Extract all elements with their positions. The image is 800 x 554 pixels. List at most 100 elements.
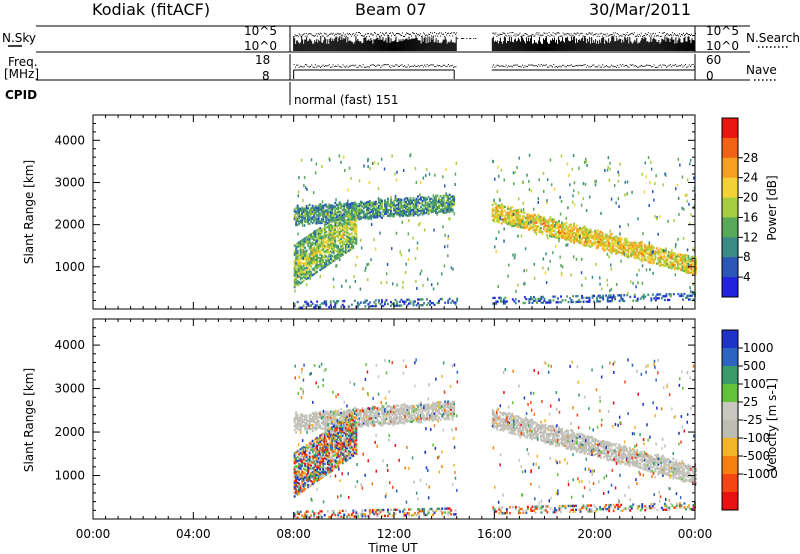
heatmap-cell <box>340 423 343 427</box>
heatmap-cell <box>433 198 436 201</box>
heatmap-cell <box>394 210 397 213</box>
heatmap-cell <box>367 416 370 420</box>
heatmap-cell <box>311 445 314 448</box>
heatmap-cell <box>548 299 550 302</box>
heatmap-cell <box>323 456 326 460</box>
heatmap-cell <box>448 197 451 200</box>
heatmap-cell <box>369 167 371 171</box>
heatmap-cell <box>293 466 296 469</box>
heatmap-cell <box>295 457 298 460</box>
heatmap-cell <box>299 266 302 270</box>
heatmap-cell <box>388 411 391 414</box>
heatmap-cell <box>320 237 323 240</box>
heatmap-cell <box>298 245 301 248</box>
heatmap-cell <box>617 179 620 183</box>
heatmap-cell <box>390 200 392 203</box>
heatmap-cell <box>406 410 409 413</box>
heatmap-cell <box>409 204 412 207</box>
heatmap-cell <box>580 271 583 275</box>
heatmap-cell <box>445 415 448 418</box>
heatmap-cell <box>334 226 337 229</box>
heatmap-cell <box>370 205 373 208</box>
heatmap-cell <box>556 230 559 234</box>
heatmap-cell <box>301 239 304 242</box>
heatmap-cell <box>334 223 337 227</box>
heatmap-cell <box>412 197 415 200</box>
heatmap-cell <box>635 299 638 302</box>
heatmap-cell <box>645 175 647 179</box>
heatmap-cell <box>636 299 639 302</box>
heatmap-cell <box>322 228 325 232</box>
heatmap-cell <box>347 426 350 429</box>
heatmap-cell <box>371 423 374 426</box>
heatmap-cell <box>343 155 345 159</box>
heatmap-cell <box>302 461 305 465</box>
heatmap-cell <box>329 458 332 461</box>
heatmap-cell <box>326 258 329 261</box>
heatmap-cell <box>371 411 374 414</box>
heatmap-cell <box>343 227 346 231</box>
heatmap-cell <box>664 172 666 176</box>
heatmap-cell <box>650 167 653 171</box>
heatmap-cell <box>423 208 425 211</box>
heatmap-cell <box>509 219 512 223</box>
heatmap-cell <box>340 235 343 238</box>
heatmap-cell <box>371 213 374 216</box>
heatmap-cell <box>639 251 642 254</box>
heatmap-cell <box>450 402 453 405</box>
heatmap-cell <box>496 218 499 221</box>
heatmap-cell <box>384 408 386 411</box>
colorbar-tick-label: 4 <box>743 270 751 284</box>
heatmap-cell <box>319 463 322 467</box>
heatmap-cell <box>406 414 409 417</box>
heatmap-cell <box>582 234 584 237</box>
heatmap-cell <box>405 412 407 415</box>
heatmap-cell <box>317 210 320 213</box>
heatmap-cell <box>301 256 304 259</box>
heatmap-cell <box>520 220 523 223</box>
heatmap-cell <box>506 413 509 416</box>
heatmap-cell <box>298 476 301 479</box>
heatmap-cell <box>374 416 377 420</box>
heatmap-cell <box>299 209 302 213</box>
heatmap-cell <box>301 425 304 428</box>
nsky-tick-low: 10^0 <box>244 39 277 53</box>
heatmap-cell <box>320 427 323 430</box>
heatmap-cell <box>295 245 298 248</box>
heatmap-cell <box>379 407 382 411</box>
heatmap-cell <box>340 222 343 225</box>
heatmap-cell <box>606 245 609 248</box>
heatmap-cell <box>383 167 386 171</box>
heatmap-cell <box>579 238 581 241</box>
heatmap-cell <box>583 242 586 245</box>
heatmap-cell <box>600 240 603 243</box>
heatmap-cell <box>517 283 519 287</box>
heatmap-cell <box>430 203 433 206</box>
heatmap-cell <box>660 297 663 300</box>
heatmap-cell <box>298 273 301 276</box>
heatmap-cell <box>541 223 544 226</box>
heatmap-cell <box>346 205 349 208</box>
heatmap-cell <box>305 260 308 264</box>
heatmap-cell <box>621 243 624 247</box>
heatmap-cell <box>341 225 344 228</box>
heatmap-cell <box>350 221 353 224</box>
heatmap-cell <box>390 209 392 212</box>
heatmap-cell <box>438 412 440 416</box>
heatmap-cell <box>305 465 308 468</box>
heatmap-cell <box>526 219 529 222</box>
heatmap-cell <box>657 256 660 260</box>
heatmap-cell <box>637 217 639 221</box>
heatmap-cell <box>295 279 298 282</box>
heatmap-cell <box>338 460 341 463</box>
heatmap-cell <box>559 255 561 259</box>
heatmap-cell <box>393 207 395 210</box>
heatmap-cell <box>667 266 670 269</box>
heatmap-cell <box>301 480 304 483</box>
heatmap-cell <box>299 270 302 273</box>
heatmap-cell <box>408 298 410 301</box>
heatmap-cell <box>302 276 305 279</box>
heatmap-cell <box>347 232 350 235</box>
heatmap-cell <box>316 217 319 221</box>
heatmap-cell <box>374 305 377 308</box>
